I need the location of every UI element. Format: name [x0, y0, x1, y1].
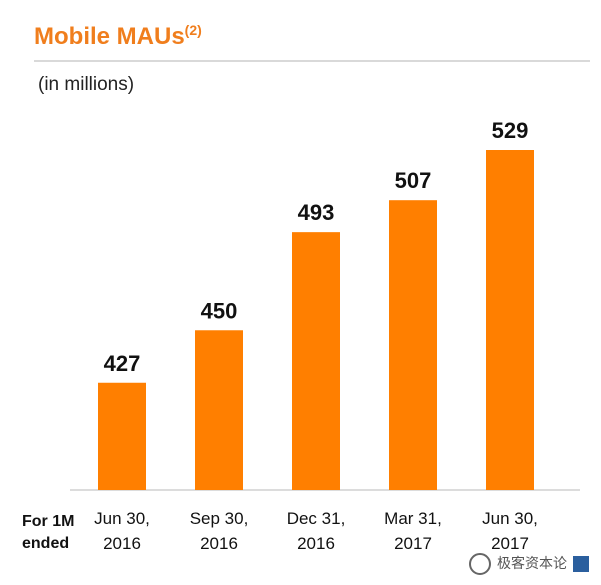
- x-tick-label: Mar 31, 2017: [384, 509, 442, 553]
- bar: [98, 382, 146, 490]
- wechat-icon: [469, 553, 491, 575]
- data-label: 529: [492, 118, 529, 143]
- x-tick-label: Dec 31, 2016: [287, 509, 346, 553]
- bar: [292, 232, 340, 490]
- title-footnote: (2): [184, 22, 202, 38]
- chart-title: Mobile MAUs(2): [34, 22, 202, 50]
- x-tick-label: Jun 30, 2017: [482, 509, 538, 553]
- title-divider: [34, 60, 590, 62]
- logo-icon: [573, 556, 589, 572]
- data-label: 507: [395, 168, 432, 193]
- bar: [389, 200, 437, 490]
- watermark-text: 极客资本论: [497, 554, 567, 571]
- x-tick-label: Sep 30, 2016: [190, 509, 249, 553]
- data-label: 427: [104, 351, 141, 376]
- data-label: 493: [298, 200, 335, 225]
- data-label: 450: [201, 298, 238, 323]
- x-tick-label: Jun 30, 2016: [94, 509, 150, 553]
- bar: [195, 330, 243, 490]
- bar: [486, 150, 534, 490]
- x-axis-prefix: For 1M ended: [22, 513, 75, 552]
- unit-label: (in millions): [38, 74, 135, 95]
- watermark: 极客资本论: [469, 553, 589, 575]
